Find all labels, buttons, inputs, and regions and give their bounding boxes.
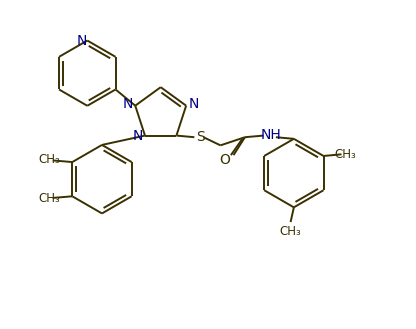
Text: CH₃: CH₃ xyxy=(334,148,356,161)
Text: CH₃: CH₃ xyxy=(39,153,60,166)
Text: N: N xyxy=(133,129,143,142)
Text: N: N xyxy=(76,34,87,47)
Text: O: O xyxy=(219,153,230,167)
Text: CH₃: CH₃ xyxy=(280,225,302,238)
Text: NH: NH xyxy=(261,128,282,141)
Text: S: S xyxy=(196,130,205,144)
Text: N: N xyxy=(123,97,133,111)
Text: N: N xyxy=(188,97,198,111)
Text: CH₃: CH₃ xyxy=(39,192,60,205)
